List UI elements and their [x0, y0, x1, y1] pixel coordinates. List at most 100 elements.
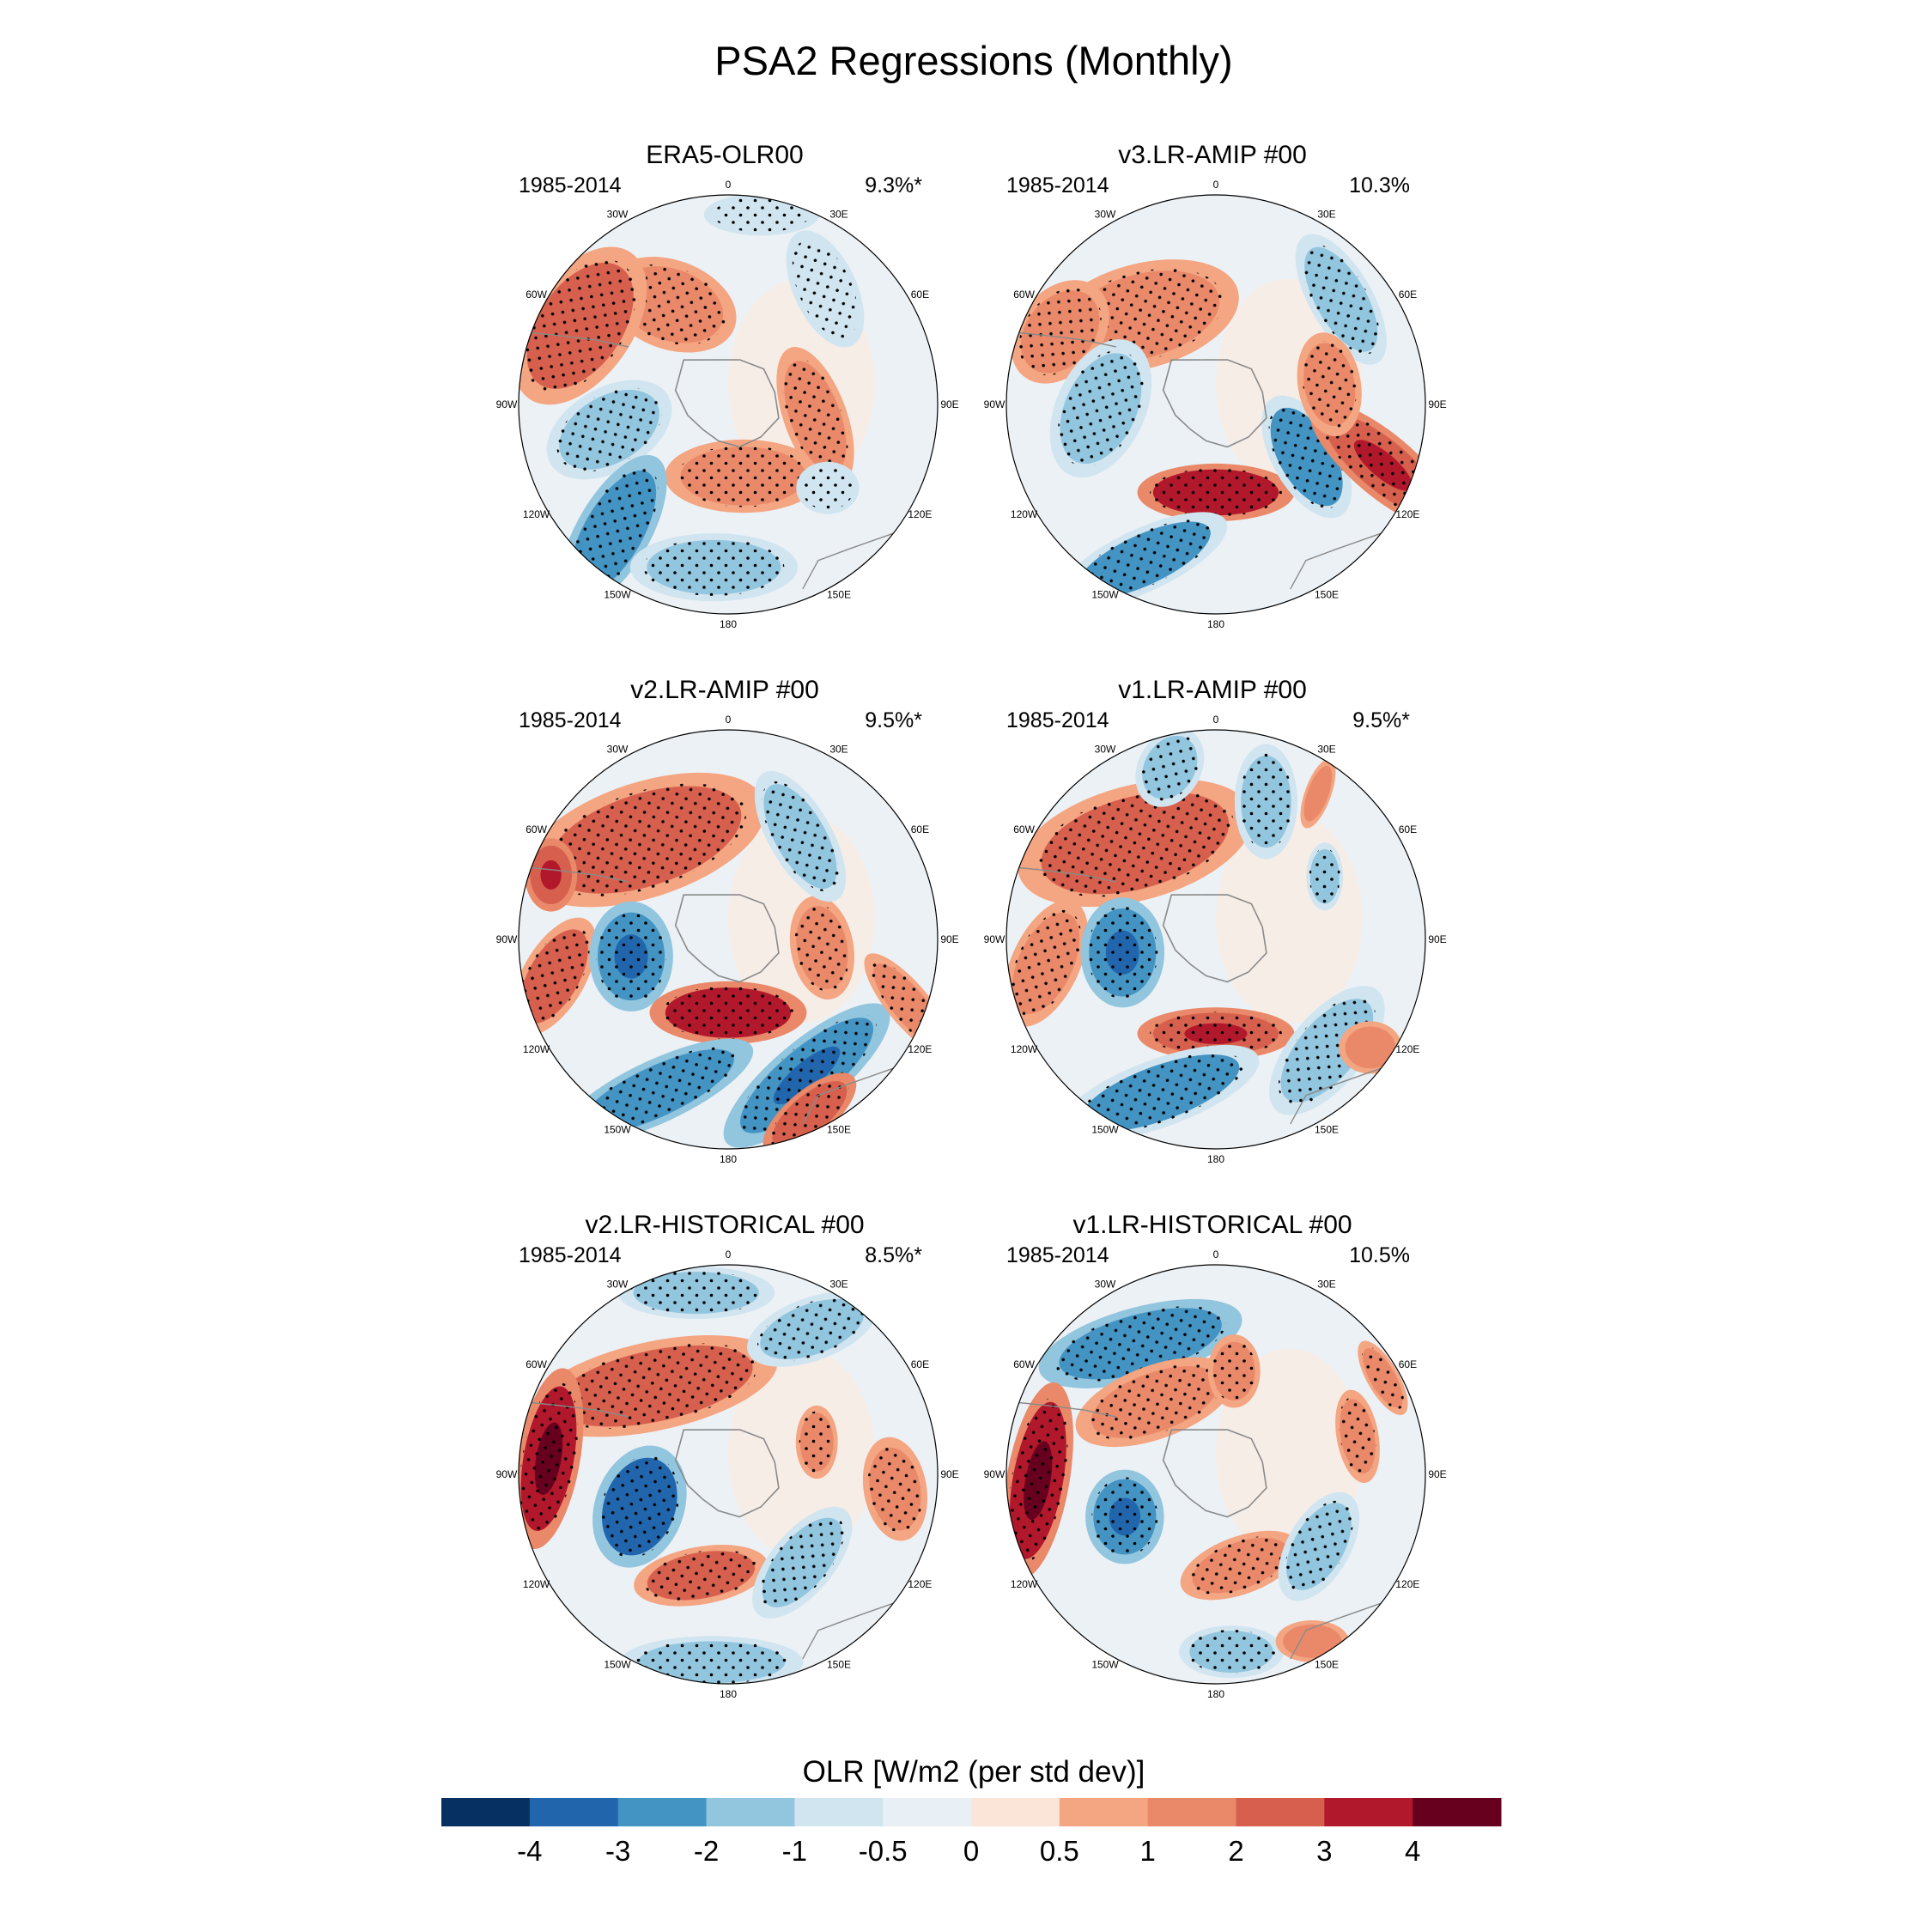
longitude-label: 30E	[829, 208, 848, 220]
longitude-label: 60W	[526, 1358, 547, 1370]
colorbar-swatch	[529, 1798, 619, 1826]
longitude-label: 180	[1207, 618, 1224, 630]
longitude-label: 120E	[1395, 1578, 1419, 1590]
colorbar-swatch	[1324, 1798, 1413, 1826]
panel-period: 1985-2014	[519, 708, 622, 732]
longitude-label: 90E	[940, 1468, 958, 1480]
map-border	[1005, 729, 1426, 1150]
significance-stipple	[1278, 996, 1376, 1105]
significance-stipple	[677, 445, 810, 507]
colorbar-swatches	[441, 1798, 1502, 1826]
antarctica-coastline	[1162, 1429, 1267, 1518]
longitude-label: 150W	[1091, 1659, 1119, 1671]
panel-title: v1.LR-AMIP #00	[1118, 676, 1307, 704]
longitude-label: 60E	[1399, 1358, 1417, 1370]
anomaly-peak	[540, 860, 562, 890]
panel-period: 1985-2014	[1006, 173, 1109, 197]
longitude-label: 150W	[1091, 589, 1119, 601]
panel-period: 1985-2014	[1006, 708, 1109, 732]
antarctica-coastline	[674, 359, 780, 448]
longitude-label: 180	[1207, 1688, 1224, 1700]
longitude-label: 60W	[1013, 289, 1035, 301]
anomaly-field	[519, 195, 894, 610]
colorbar-swatch	[1147, 1798, 1236, 1826]
colorbar-tick: 3	[1316, 1835, 1332, 1867]
map-panel: 0 30E 60E 90E 120E 150E 180 150W 120W 90W 60W 30W v3…	[984, 141, 1447, 630]
longitude-label: 150W	[604, 589, 631, 601]
colorbar-tick: 1	[1140, 1835, 1156, 1867]
significance-stipple	[760, 1516, 845, 1610]
longitude-label: 90E	[940, 398, 958, 410]
longitude-label: 150E	[827, 1659, 851, 1671]
significance-stipple	[1058, 350, 1144, 467]
longitude-label: 30E	[1317, 1278, 1335, 1290]
longitude-label: 180	[1207, 1153, 1224, 1165]
map-panels: 0 30E 60E 90E 120E 150E 180 150W 120W 90W 60W 30W ER…	[496, 141, 1447, 1700]
australia-coastline	[1290, 1602, 1382, 1660]
longitude-label: 150E	[1315, 1124, 1339, 1136]
significance-stipple	[737, 1014, 877, 1137]
significance-stipple	[1088, 1364, 1223, 1440]
map-border	[1005, 194, 1426, 615]
map-panel: 0 30E 60E 90E 120E 150E 180 150W 120W 90W 60W 30W ER…	[496, 141, 959, 630]
colorbar-tick: -0.5	[859, 1835, 908, 1867]
significance-stipple	[599, 1455, 679, 1558]
map-panel: 0 30E 60E 90E 120E 150E 180 150W 120W 90W 60W 30W v1…	[984, 1211, 1447, 1700]
australia-coastline	[802, 1067, 894, 1125]
longitude-label: 60E	[911, 289, 929, 301]
significance-stipple	[644, 1549, 758, 1601]
south-america-coastline	[1018, 1401, 1116, 1418]
panel-title: v3.LR-AMIP #00	[1118, 141, 1307, 169]
panel-variance: 10.5%	[1349, 1243, 1410, 1267]
south-america-coastline	[531, 866, 629, 883]
significance-stipple	[550, 1343, 758, 1429]
significance-stipple	[794, 903, 849, 992]
significance-stipple	[1303, 244, 1380, 355]
colorbar-tick: -2	[694, 1835, 719, 1867]
colorbar-swatch	[794, 1798, 884, 1826]
antarctica-coastline	[1162, 359, 1267, 448]
longitude-label: 120E	[908, 508, 932, 520]
significance-stipple	[1010, 909, 1082, 1017]
longitude-label: 180	[720, 1688, 737, 1700]
australia-coastline	[1290, 1067, 1382, 1125]
antarctica-coastline	[1162, 894, 1267, 983]
longitude-label: 60E	[1399, 823, 1417, 835]
longitude-label: 90E	[1428, 1468, 1446, 1480]
significance-stipple	[1285, 1500, 1353, 1593]
significance-stipple	[524, 259, 636, 392]
colorbar-swatch	[971, 1798, 1060, 1826]
longitude-label: 60W	[1013, 823, 1035, 835]
south-america-coastline	[1018, 331, 1116, 348]
significance-stipple	[762, 781, 839, 892]
colorbar-tick-labels: -4 -3 -2 -1 -0.5 0 0.5 1 2 3 4	[517, 1835, 1420, 1867]
significance-stipple	[1091, 1477, 1158, 1557]
panel-variance: 9.5%*	[1352, 708, 1410, 732]
colorbar-swatch	[706, 1798, 795, 1826]
longitude-label: 150E	[1315, 589, 1339, 601]
significance-stipple	[782, 358, 848, 476]
significance-stipple	[770, 1079, 849, 1149]
longitude-label: 180	[720, 618, 737, 630]
panel-variance: 8.5%*	[865, 1243, 922, 1267]
significance-stipple	[1187, 1629, 1276, 1674]
significance-stipple	[1339, 1397, 1376, 1476]
longitude-label: 120W	[523, 1043, 550, 1055]
longitude-label: 120E	[908, 1578, 932, 1590]
longitude-label: 30E	[1317, 208, 1335, 220]
map-panel: 0 30E 60E 90E 120E 150E 180 150W 120W 90W 60W 30W v1…	[984, 676, 1447, 1165]
longitude-label: 30W	[1095, 208, 1116, 220]
longitude-label: 30W	[607, 1278, 629, 1290]
significance-stipple	[1018, 288, 1102, 375]
significance-stipple	[1150, 468, 1282, 517]
longitude-label: 150W	[604, 1659, 631, 1671]
colorbar-tick: -4	[517, 1835, 542, 1867]
longitude-label: 150E	[1315, 1659, 1339, 1671]
significance-stipple	[1302, 340, 1357, 428]
longitude-label: 90E	[1428, 933, 1446, 945]
longitude-label: 120E	[1395, 1043, 1419, 1055]
significance-stipple	[801, 465, 854, 510]
longitude-label: 120W	[1011, 1043, 1038, 1055]
longitude-label: 60W	[526, 823, 547, 835]
south-america-coastline	[531, 1401, 629, 1418]
